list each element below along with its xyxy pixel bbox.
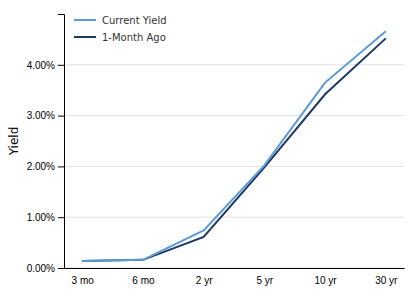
x-tick-label: 2 yr [196, 275, 213, 286]
grid [64, 65, 404, 268]
y-tick-label: 3.00% [27, 110, 55, 121]
y-tick-mark [58, 268, 64, 269]
y-tick-mark [58, 166, 64, 167]
x-tick: 2 yr [196, 275, 213, 286]
grid-line [64, 115, 404, 116]
legend-item: 1-Month Ago [74, 32, 166, 43]
x-tick-label: 10 yr [314, 275, 337, 286]
grid-line [64, 268, 404, 269]
y-tick: 4.00% [27, 60, 64, 71]
y-axis: 0.00% 1.00% 2.00% 3.00% 4.00% [27, 15, 65, 274]
x-tick: 6 mo [132, 275, 155, 286]
y-tick-mark [58, 217, 64, 218]
y-tick-mark [58, 65, 64, 66]
x-tick: 5 yr [257, 275, 274, 286]
y-axis-line [58, 15, 65, 269]
y-tick-label: 2.00% [27, 161, 55, 172]
series-line [82, 31, 386, 261]
y-tick: 1.00% [27, 212, 64, 223]
y-tick-label: 0.00% [27, 263, 55, 274]
x-tick: 3 mo [72, 275, 95, 286]
legend-label: Current Yield [102, 15, 167, 26]
plot: 0.00% 1.00% 2.00% 3.00% 4.00% 3 mo 6 mo 2 yr 5 y… [27, 15, 405, 287]
x-axis: 3 mo 6 mo 2 yr 5 yr 10 yr 30 yr [65, 269, 405, 287]
grid-line [64, 166, 404, 167]
y-tick-label: 1.00% [27, 212, 55, 223]
x-tick-label: 5 yr [257, 275, 274, 286]
y-axis-title: Yield [7, 127, 21, 157]
x-tick: 30 yr [375, 275, 398, 286]
y-tick: 3.00% [27, 110, 64, 121]
grid-line [64, 64, 404, 65]
y-tick: 2.00% [27, 161, 64, 172]
x-tick-label: 30 yr [375, 275, 398, 286]
lines [82, 31, 386, 261]
x-tick: 10 yr [314, 275, 337, 286]
y-tick-label: 4.00% [27, 60, 55, 71]
legend-swatch [74, 19, 96, 21]
legend-label: 1-Month Ago [102, 32, 166, 43]
legend-item: Current Yield [74, 15, 167, 26]
x-tick-label: 3 mo [72, 275, 95, 286]
legend: Current Yield 1-Month Ago [74, 15, 167, 43]
legend-swatch [74, 36, 96, 38]
x-tick-label: 6 mo [132, 275, 155, 286]
grid-line [64, 217, 404, 218]
y-tick-mark [58, 116, 64, 117]
y-tick: 0.00% [27, 263, 64, 274]
series-line [82, 38, 386, 261]
chart: 0.00% 1.00% 2.00% 3.00% 4.00% 3 mo 6 mo 2 yr 5 y… [0, 0, 420, 298]
x-axis-line [65, 268, 405, 269]
